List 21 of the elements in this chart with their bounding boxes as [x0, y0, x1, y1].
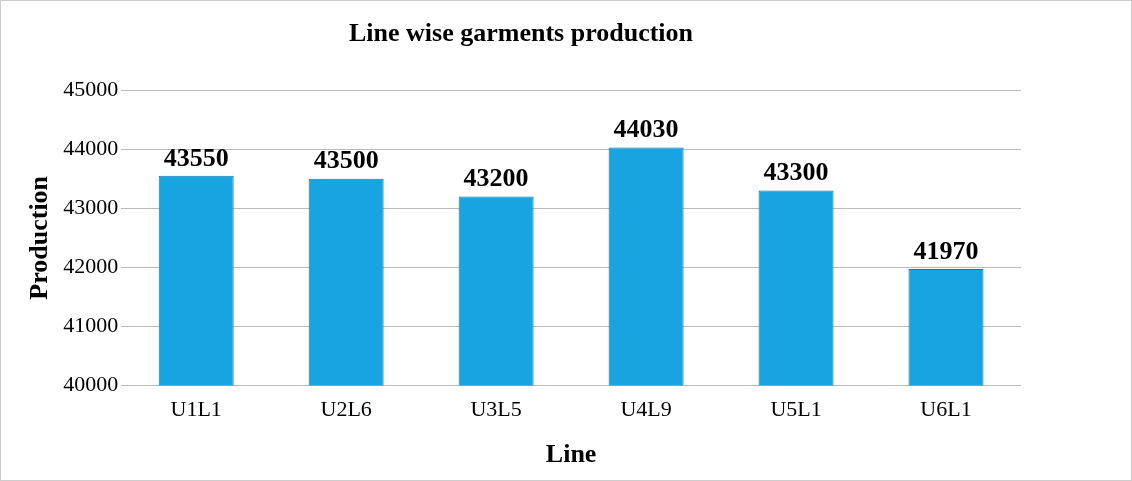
data-label: 43500	[313, 145, 379, 175]
data-label: 44030	[613, 114, 679, 144]
x-tick-label: U4L9	[620, 396, 672, 422]
y-axis-title: Production	[24, 175, 54, 300]
x-tick-label: U6L1	[920, 396, 972, 422]
x-tick-label: U2L6	[320, 396, 372, 422]
x-axis-title: Line	[545, 439, 597, 469]
x-tick-label: U5L1	[770, 396, 822, 422]
x-tick-label: U1L1	[170, 396, 222, 422]
y-tick-label: 43000	[63, 194, 119, 220]
y-tick-label: 44000	[63, 135, 119, 161]
y-tick-label: 45000	[63, 75, 119, 101]
y-tick-label: 41000	[63, 312, 119, 338]
data-label: 43300	[763, 157, 829, 187]
data-label: 43550	[163, 142, 229, 172]
chart-title: Line wise garments production	[348, 18, 694, 48]
data-label: 41970	[913, 235, 979, 265]
y-tick-label: 42000	[63, 253, 119, 279]
x-tick-label: U3L5	[470, 396, 522, 422]
y-tick-label: 40000	[63, 371, 119, 397]
data-label: 43200	[463, 163, 529, 193]
